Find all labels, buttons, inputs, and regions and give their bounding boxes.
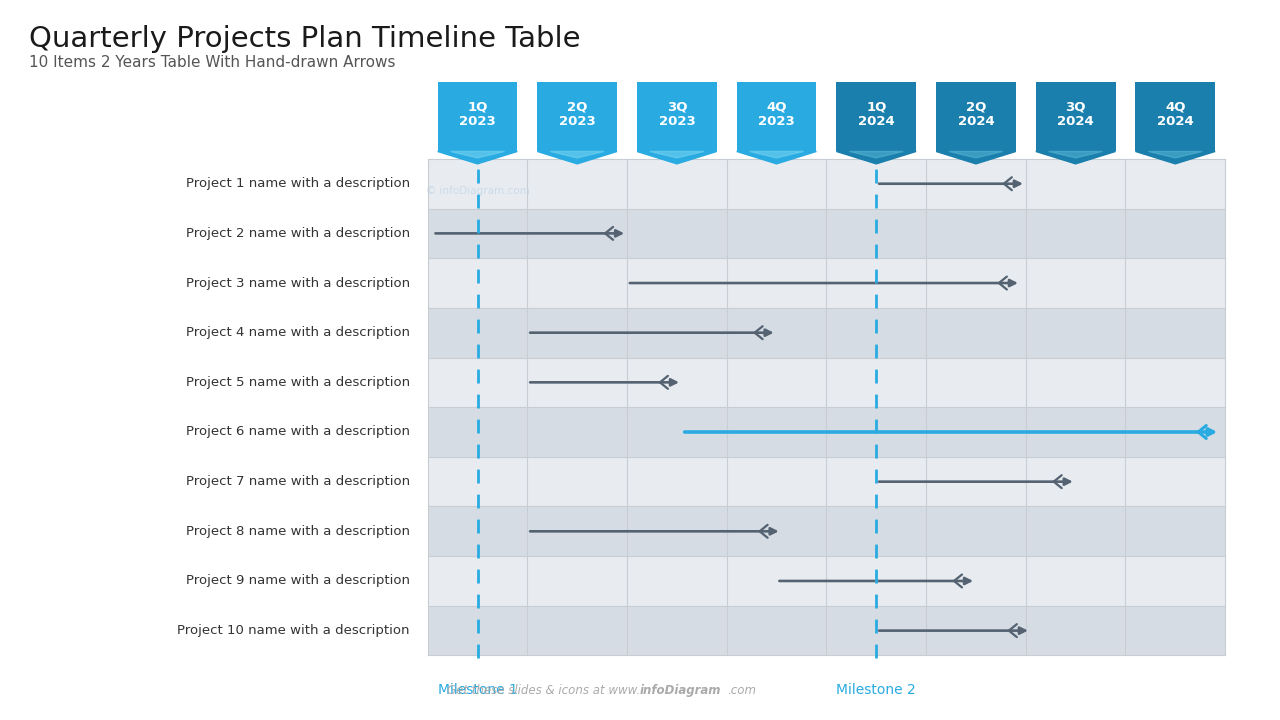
Bar bbox=[428, 159, 1225, 209]
Bar bbox=[438, 82, 517, 151]
Bar bbox=[428, 456, 1225, 506]
Polygon shape bbox=[836, 151, 916, 164]
Text: Project 6 name with a description: Project 6 name with a description bbox=[186, 426, 410, 438]
Polygon shape bbox=[637, 151, 717, 164]
Bar bbox=[1036, 82, 1115, 151]
Text: © infoDiagram.com: © infoDiagram.com bbox=[426, 186, 530, 196]
Text: 2Q
2023: 2Q 2023 bbox=[559, 100, 595, 128]
Bar bbox=[428, 308, 1225, 358]
Bar bbox=[428, 408, 1225, 456]
Bar bbox=[428, 358, 1225, 408]
Polygon shape bbox=[1148, 151, 1202, 158]
Text: Project 4 name with a description: Project 4 name with a description bbox=[186, 326, 410, 339]
Text: 4Q
2023: 4Q 2023 bbox=[758, 100, 795, 128]
Bar bbox=[428, 556, 1225, 606]
Polygon shape bbox=[948, 151, 1004, 158]
Text: 1Q
2024: 1Q 2024 bbox=[858, 100, 895, 128]
Polygon shape bbox=[849, 151, 904, 158]
Text: Project 10 name with a description: Project 10 name with a description bbox=[177, 624, 410, 637]
Bar bbox=[428, 506, 1225, 556]
Text: Milestone 2: Milestone 2 bbox=[836, 683, 916, 697]
Text: .com: .com bbox=[727, 684, 756, 697]
Text: 3Q
2023: 3Q 2023 bbox=[658, 100, 695, 128]
Bar bbox=[538, 82, 617, 151]
Bar bbox=[428, 209, 1225, 258]
Text: Get these slides & icons at www.: Get these slides & icons at www. bbox=[447, 684, 640, 697]
Bar bbox=[1135, 82, 1215, 151]
Polygon shape bbox=[438, 151, 517, 164]
Text: 3Q
2024: 3Q 2024 bbox=[1057, 100, 1094, 128]
Polygon shape bbox=[550, 151, 604, 158]
Bar bbox=[836, 82, 916, 151]
Polygon shape bbox=[1135, 151, 1215, 164]
Text: Project 2 name with a description: Project 2 name with a description bbox=[186, 227, 410, 240]
Text: Project 8 name with a description: Project 8 name with a description bbox=[186, 525, 410, 538]
Text: Project 7 name with a description: Project 7 name with a description bbox=[186, 475, 410, 488]
Text: 1Q
2023: 1Q 2023 bbox=[460, 100, 495, 128]
Polygon shape bbox=[1036, 151, 1115, 164]
Text: Project 1 name with a description: Project 1 name with a description bbox=[186, 177, 410, 190]
Text: 10 Items 2 Years Table With Hand-drawn Arrows: 10 Items 2 Years Table With Hand-drawn A… bbox=[29, 55, 396, 70]
Text: Project 5 name with a description: Project 5 name with a description bbox=[186, 376, 410, 389]
Polygon shape bbox=[650, 151, 704, 158]
Text: Milestone 1: Milestone 1 bbox=[438, 683, 517, 697]
Polygon shape bbox=[1048, 151, 1103, 158]
Bar bbox=[428, 258, 1225, 308]
Polygon shape bbox=[750, 151, 804, 158]
Bar bbox=[637, 82, 717, 151]
Polygon shape bbox=[451, 151, 504, 158]
Text: Project 3 name with a description: Project 3 name with a description bbox=[186, 276, 410, 289]
Polygon shape bbox=[936, 151, 1016, 164]
Text: 4Q
2024: 4Q 2024 bbox=[1157, 100, 1194, 128]
Text: Project 9 name with a description: Project 9 name with a description bbox=[186, 575, 410, 588]
Bar bbox=[936, 82, 1016, 151]
Bar bbox=[428, 606, 1225, 655]
Text: 2Q
2024: 2Q 2024 bbox=[957, 100, 995, 128]
Polygon shape bbox=[538, 151, 617, 164]
Bar bbox=[737, 82, 817, 151]
Polygon shape bbox=[737, 151, 817, 164]
Text: infoDiagram: infoDiagram bbox=[640, 684, 722, 697]
Text: Quarterly Projects Plan Timeline Table: Quarterly Projects Plan Timeline Table bbox=[29, 24, 580, 53]
